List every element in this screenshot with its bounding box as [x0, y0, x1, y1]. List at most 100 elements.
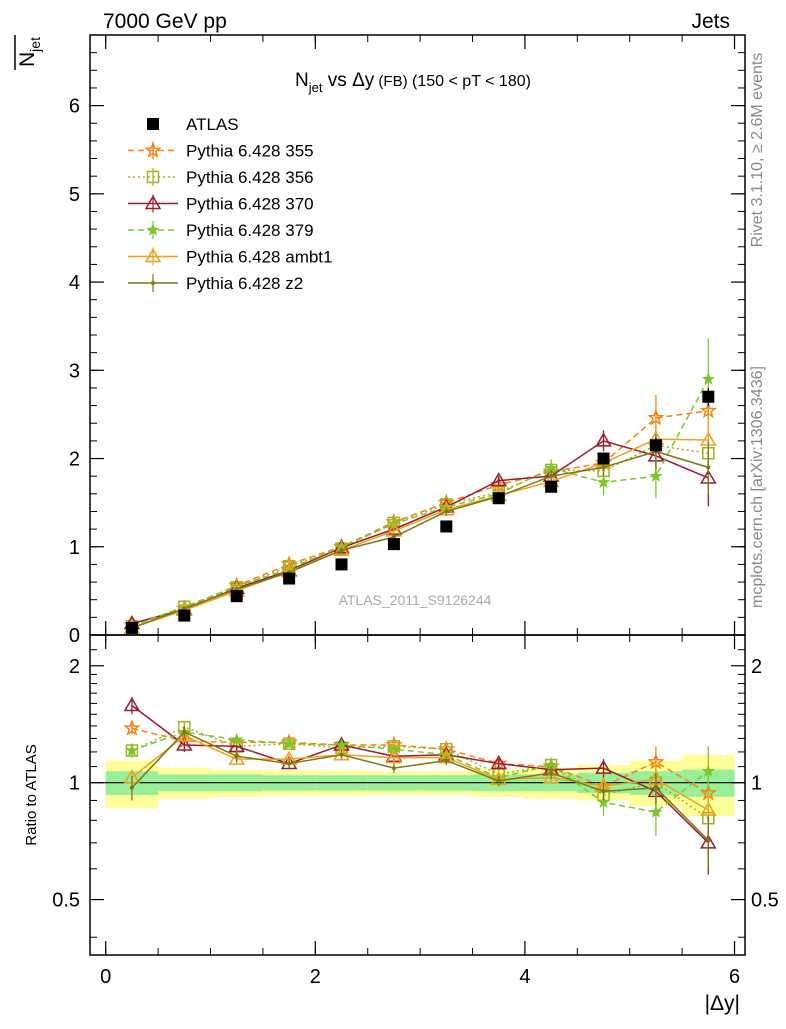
- main-ytick-label-4: 4: [69, 272, 80, 294]
- ratio-series-0-point-10: [647, 752, 665, 770]
- atlas-point-3: [283, 572, 296, 585]
- jets-label: Jets: [691, 10, 730, 33]
- ratio-series-4-point-4: [333, 746, 350, 761]
- title-n: N: [295, 70, 309, 91]
- ratio-series-4-line: [131, 734, 709, 811]
- main-ytick-label-1: 1: [69, 537, 80, 559]
- main-ytick-label-0: 0: [69, 625, 80, 647]
- ratio-series-5-point-6: [444, 758, 449, 763]
- atlas-point-9: [597, 452, 610, 465]
- axes: 0 1 2 3 4 5 6 0 2 4 6 0.5 0.5 1 1 2 2: [52, 34, 779, 988]
- title-vs: vs Δy: [323, 70, 375, 91]
- main-ytick-label-3: 3: [69, 360, 80, 382]
- series-5-point-11: [706, 465, 711, 470]
- atlas-data-points: [125, 387, 715, 634]
- ratio-series-4-point-5: [385, 749, 403, 764]
- series-5-point-2: [234, 587, 239, 592]
- xtick-label-3: 6: [729, 966, 740, 988]
- mcplots-label: mcplots.cern.ch [arXiv:1306.3436]: [749, 366, 766, 608]
- title-range: (150 < pT < 180): [408, 73, 531, 90]
- ratio-series-2-point-7: [490, 755, 508, 770]
- legend-marker-5: [151, 281, 155, 285]
- ratio-ytick-label-right-1: 1: [751, 773, 762, 795]
- legend-label-0: Pythia 6.428 355: [186, 142, 314, 161]
- ratio-ytick-label-right-0: 0.5: [751, 890, 779, 912]
- legend-label-3: Pythia 6.428 379: [186, 221, 314, 240]
- plot-title: Njet vs Δy (FB) (150 < pT < 180): [295, 70, 531, 95]
- series-5-point-5: [391, 535, 396, 540]
- xtick-label-2: 4: [519, 966, 530, 988]
- ratio-series-4-point-11: [700, 801, 717, 816]
- legend-label-4: Pythia 6.428 ambt1: [186, 248, 332, 267]
- atlas-point-4: [335, 558, 348, 571]
- legend-marker-2: [144, 195, 162, 210]
- legend-label-1: Pythia 6.428 356: [186, 168, 314, 187]
- ratio-ytick-label-2: 2: [69, 656, 80, 678]
- ratio-series-3-line: [131, 731, 709, 813]
- series-4-line: [131, 438, 709, 629]
- analysis-watermark: ATLAS_2011_S9126244: [339, 592, 492, 608]
- ratio-series-3-point-11: [701, 764, 715, 777]
- series-5-point-4: [339, 548, 344, 553]
- ratio-series-2-point-0: [123, 697, 141, 712]
- series-5-point-9: [601, 465, 606, 470]
- ratio-series-3-point-10: [649, 805, 663, 818]
- ratio-series-1-line: [131, 726, 709, 819]
- ratio-series-5-point-3: [287, 761, 292, 766]
- main-ytick-label-6: 6: [69, 96, 80, 118]
- ratio-ytick-label-1: 1: [69, 773, 80, 795]
- ratio-series-3-point-2: [230, 732, 244, 746]
- ratio-ytick-label-right-2: 2: [751, 656, 762, 678]
- ratio-series-5-point-4: [339, 752, 344, 757]
- main-ytick-label-5: 5: [69, 184, 80, 206]
- ratio-ytick-label-0: 0.5: [52, 890, 80, 912]
- series-5-line: [131, 450, 709, 629]
- atlas-point-1: [178, 609, 191, 622]
- series-3-point-10: [649, 469, 663, 482]
- ratio-series-3-point-3: [282, 736, 296, 750]
- ratio-ylabel: Ratio to ATLAS: [23, 744, 40, 845]
- main-ytick-label-2: 2: [69, 449, 80, 471]
- main-series: [123, 338, 718, 634]
- atlas-point-6: [440, 520, 453, 533]
- atlas-point-11: [702, 390, 715, 403]
- ylabel-n: N: [16, 52, 39, 67]
- legend-marker-0: [144, 141, 162, 158]
- xtick-label-1: 2: [310, 966, 321, 988]
- ratio-series-5-point-11: [706, 838, 711, 843]
- legend-marker-atlas: [147, 118, 159, 130]
- series-2-point-7: [490, 472, 508, 487]
- series-5-point-6: [444, 509, 449, 514]
- ratio-series-4-point-2: [228, 750, 246, 765]
- legend-marker-1: [146, 170, 160, 184]
- ratio-series-2-point-9: [595, 759, 612, 774]
- atlas-point-2: [230, 590, 243, 603]
- ratio-series-5-point-0: [129, 785, 134, 790]
- ratio-series-4-point-8: [542, 769, 560, 784]
- series-3-point-11: [701, 372, 715, 385]
- ylabel-sub: jet: [27, 37, 43, 53]
- legend-label-atlas: ATLAS: [186, 115, 239, 134]
- atlas-point-10: [649, 439, 662, 452]
- ratio-series-2-point-1: [176, 736, 193, 751]
- ratio-series-0-point-0: [123, 719, 141, 736]
- legend-marker-4: [144, 248, 162, 263]
- ratio-series-3-point-0: [125, 743, 139, 757]
- series-2-point-9: [595, 432, 612, 447]
- atlas-point-7: [492, 492, 505, 505]
- energy-label: 7000 GeV pp: [103, 10, 227, 33]
- series-5-point-1: [182, 606, 187, 611]
- ratio-bands: [90, 754, 745, 817]
- ratio-series-5-point-5: [391, 766, 396, 771]
- title-sub: jet: [308, 80, 323, 95]
- ratio-series-5-point-2: [234, 754, 239, 759]
- series-3-line: [131, 378, 709, 627]
- legend-marker-3: [146, 223, 160, 236]
- ratio-series-5-line: [131, 731, 709, 841]
- ratio-series-5-point-1: [182, 730, 187, 735]
- rivet-version-label: Rivet 3.1.10, ≥ 2.6M events: [749, 53, 766, 248]
- main-ylabel: Njet: [16, 37, 43, 67]
- atlas-point-0: [125, 621, 138, 634]
